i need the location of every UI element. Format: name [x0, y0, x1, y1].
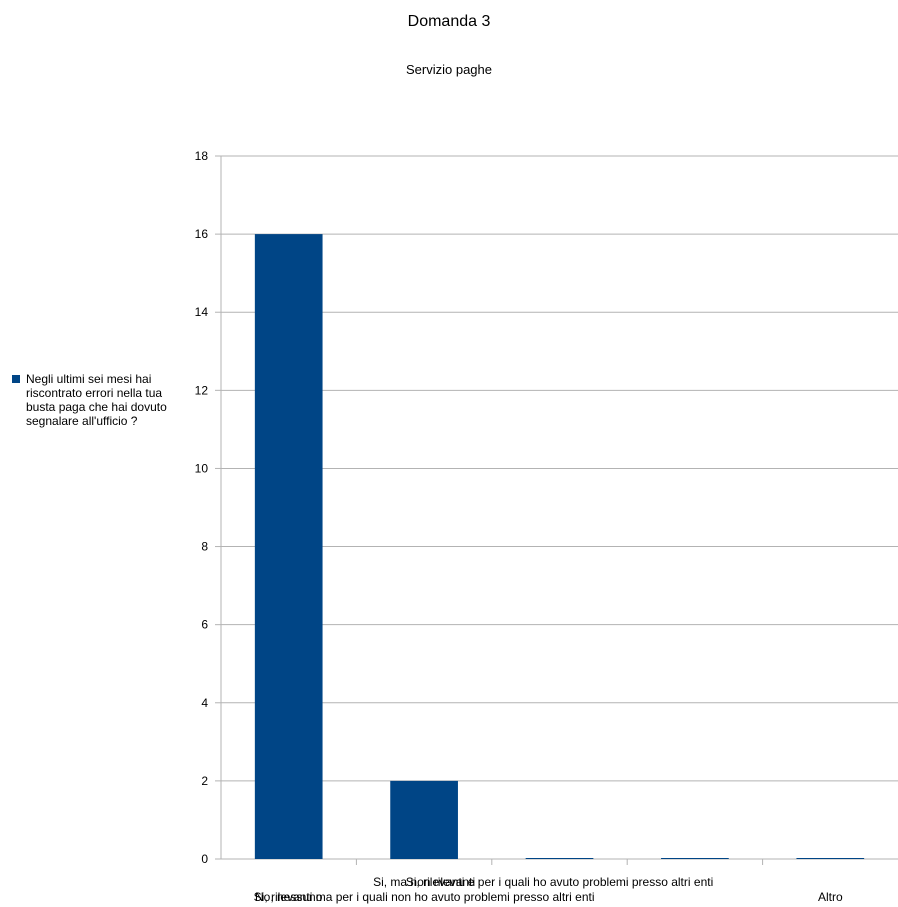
y-tick-label: 12: [195, 383, 209, 397]
y-tick-label: 16: [195, 227, 209, 241]
x-category-label: Altro: [818, 890, 843, 904]
y-tick-label: 4: [201, 696, 208, 710]
legend-swatch: [12, 375, 20, 383]
y-tick-label: 10: [195, 461, 209, 475]
bar: [254, 234, 323, 860]
y-tick-label: 18: [195, 149, 209, 163]
y-tick-label: 6: [201, 618, 208, 632]
bar: [525, 858, 594, 859]
y-tick-label: 0: [201, 852, 208, 866]
legend-label: Negli ultimi sei mesi hai riscontrato er…: [26, 372, 167, 428]
y-tick-label: 14: [195, 305, 209, 319]
chart-subtitle: Servizio paghe: [406, 62, 492, 77]
x-category-label: Si, ma non rilevanti: [373, 875, 475, 889]
bar: [661, 858, 729, 859]
x-category-label: No, nessuno: [255, 890, 323, 904]
chart-title: Domanda 3: [407, 13, 491, 30]
legend: Negli ultimi sei mesi hai riscontrato er…: [12, 372, 192, 428]
x-category-label: Si, rilevanti e per i quali ho avuto pro…: [406, 875, 714, 889]
x-category-label: Si, rilevanti ma per i quali non ho avut…: [254, 890, 595, 904]
y-tick-label: 8: [201, 540, 208, 554]
y-tick-label: 2: [201, 774, 208, 788]
bar: [390, 780, 458, 859]
bar: [796, 858, 865, 859]
